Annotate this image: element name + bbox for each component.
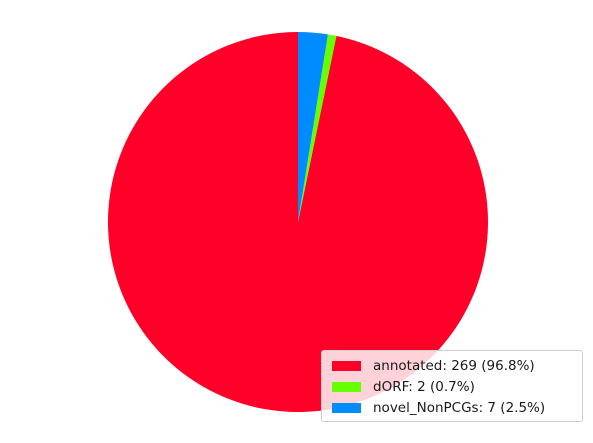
legend-swatch-novel-nonpcgs — [332, 403, 361, 413]
legend-label-annotated: annotated: 269 (96.8%) — [373, 358, 535, 374]
legend-entry-novel-nonpcgs: novel_NonPCGs: 7 (2.5%) — [332, 398, 574, 418]
pie-slices — [108, 32, 489, 412]
legend: annotated: 269 (96.8%) dORF: 2 (0.7%) no… — [321, 350, 583, 422]
legend-swatch-annotated — [332, 361, 361, 371]
legend-entry-dorf: dORF: 2 (0.7%) — [332, 377, 574, 397]
pie-slice-annotated — [108, 32, 489, 412]
legend-swatch-dorf — [332, 382, 361, 392]
legend-label-novel-nonpcgs: novel_NonPCGs: 7 (2.5%) — [373, 400, 546, 416]
pie-slice-novel-nonpcgs — [298, 32, 328, 222]
legend-label-dorf: dORF: 2 (0.7%) — [373, 379, 475, 395]
pie-slice-dorf — [298, 34, 337, 222]
legend-entry-annotated: annotated: 269 (96.8%) — [332, 356, 574, 376]
